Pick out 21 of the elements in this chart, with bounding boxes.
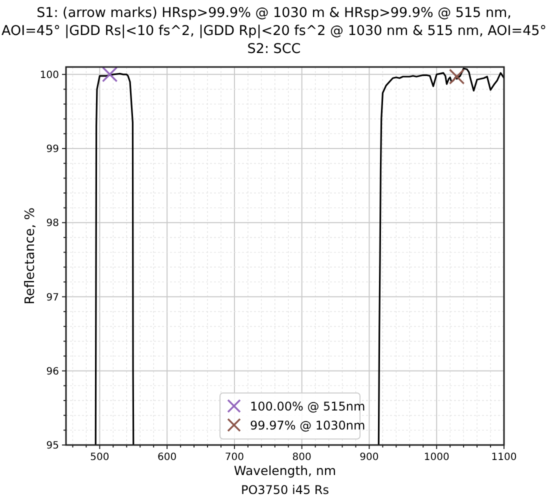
y-tick-label: 95	[46, 440, 59, 452]
x-tick-label: 600	[158, 452, 177, 463]
x-tick-label: 1100	[491, 452, 517, 463]
x-tick-label: 800	[292, 452, 312, 463]
legend-label: 100.00% @ 515nm	[250, 400, 366, 414]
y-tick-label: 100	[40, 70, 59, 81]
y-tick-label: 96	[46, 366, 59, 378]
y-tick-label: 97	[46, 292, 59, 304]
x-tick-label: 900	[360, 452, 379, 463]
chart-title: S1: (arrow marks) HRsp>99.9% @ 1030 m & HRsp>99.9% @ 515 nm, AOI=45° |GDD Rs|<10 fs^2, |GDD Rp|<20 fs^2 @ 1030 nm & 515 nm, AOI=45° S2: SCC	[1, 5, 547, 57]
y-axis-title: Reflectance, %	[23, 208, 38, 304]
x-tick-label: 500	[90, 452, 110, 463]
x-tick-label: 1000	[424, 452, 450, 463]
line-series	[94, 72, 134, 445]
y-tick-label: 99	[46, 144, 59, 156]
line-series	[378, 68, 504, 445]
legend-label: 99.97% @ 1030nm	[250, 418, 366, 432]
x-tick-label: 700	[224, 452, 244, 463]
y-tick-label: 98	[46, 218, 59, 230]
x-axis-title: Wavelength, nm	[234, 463, 336, 478]
text: PO3750 i45 Rs	[240, 483, 330, 497]
